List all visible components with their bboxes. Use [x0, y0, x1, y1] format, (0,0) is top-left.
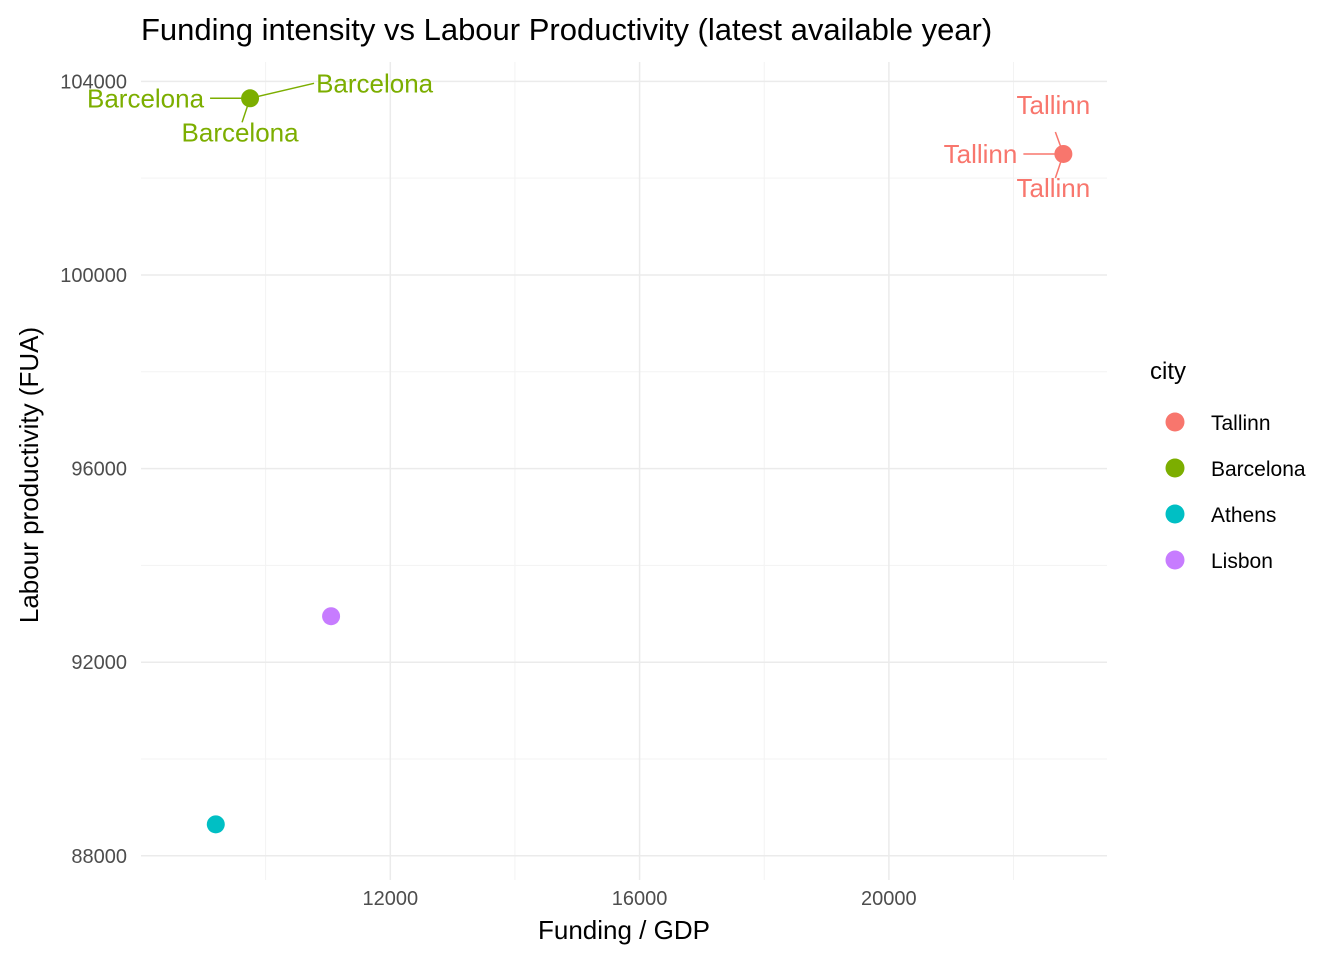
x-tick-label: 12000 [362, 888, 418, 910]
point-labels: Tallinn Tallinn Tallinn Barcelona Barcelona B… [87, 68, 1090, 203]
legend: city Tallinn Barcelona Athens Lisbon [1150, 358, 1306, 573]
point-label: Barcelona [87, 83, 205, 113]
y-axis-title: Labour productivity (FUA) [14, 327, 44, 623]
y-axis-ticks: 88000 92000 96000 100000 104000 [60, 71, 127, 867]
data-points [206, 89, 1073, 834]
y-tick-label: 92000 [71, 652, 127, 674]
legend-key [1165, 458, 1185, 478]
legend-key [1165, 412, 1185, 432]
legend-label: Tallinn [1211, 412, 1271, 435]
point-label: Barcelona [182, 117, 300, 147]
grid-lines [141, 62, 1107, 880]
label-leader-line [249, 82, 315, 100]
x-axis-title: Funding / GDP [538, 915, 710, 945]
y-tick-label: 88000 [71, 846, 127, 868]
point-label: Tallinn [1017, 90, 1091, 120]
chart-title: Funding intensity vs Labour Productivity… [141, 12, 992, 47]
point-label: Tallinn [944, 139, 1018, 169]
point-label: Tallinn [1017, 173, 1091, 203]
legend-key [1165, 504, 1185, 524]
y-tick-label: 104000 [60, 71, 127, 93]
data-point [206, 815, 225, 834]
legend-label: Barcelona [1211, 458, 1306, 481]
y-tick-label: 100000 [60, 265, 127, 287]
legend-key [1165, 550, 1185, 570]
x-tick-label: 20000 [861, 888, 917, 910]
legend-label: Athens [1211, 504, 1276, 527]
data-point [1054, 144, 1073, 163]
point-label: Barcelona [316, 68, 434, 98]
x-axis-ticks: 12000 16000 20000 [362, 888, 916, 910]
legend-title: city [1150, 358, 1186, 385]
legend-label: Lisbon [1211, 550, 1273, 573]
data-point [241, 89, 260, 108]
y-tick-label: 96000 [71, 459, 127, 481]
data-point [322, 607, 341, 626]
x-tick-label: 16000 [612, 888, 668, 910]
